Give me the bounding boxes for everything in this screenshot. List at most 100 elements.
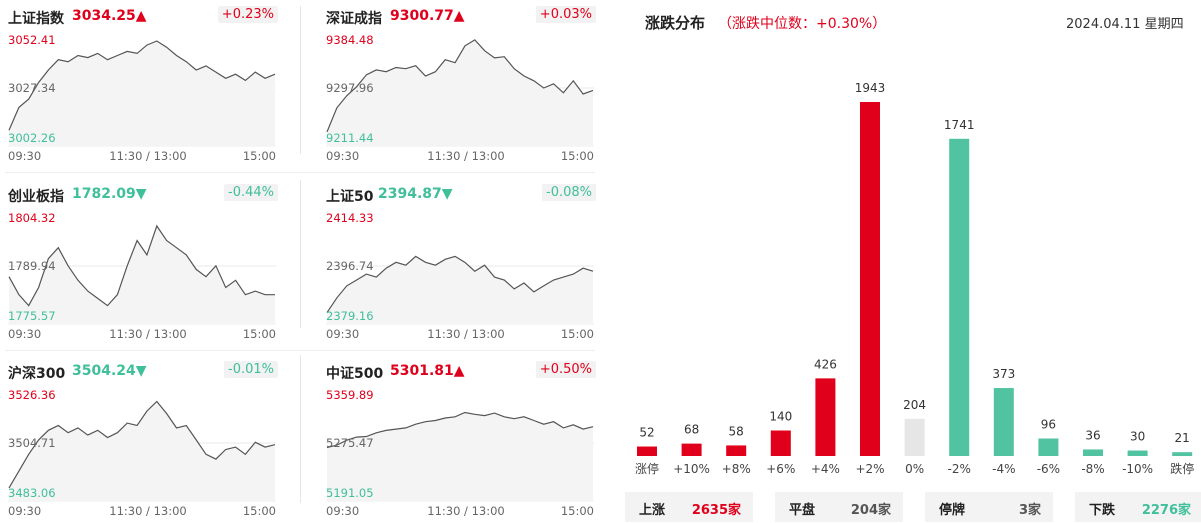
y-mid-label: 3504.71 [8,436,56,450]
y-mid-label: 3027.34 [8,81,56,95]
bar-value-label: 1943 [855,81,886,95]
index-change-badge: +0.23% [217,6,278,23]
distribution-bar [726,445,747,456]
time-label-close: 15:00 [243,504,276,517]
index-name: 沪深300 [8,366,66,382]
index-change-badge: -0.01% [224,361,278,378]
distribution-bar [815,378,836,456]
index-price: 3034.25▲ [72,8,147,24]
distribution-bar [1127,450,1148,456]
index-line-chart: 1804.32 1789.94 1775.57 09:30 11:30 / 13:00 1… [8,211,276,340]
y-low-label: 1775.57 [8,309,56,323]
summary-value: 2276家 [1141,503,1191,518]
index-line [8,40,276,131]
time-label-open: 09:30 [326,149,359,162]
summary-box: 下跌 2276家 [1075,492,1201,522]
index-change-badge: -0.44% [224,184,278,201]
time-label-close: 15:00 [243,327,276,340]
distribution-bar [637,446,657,456]
index-line-chart: 5359.89 5275.47 5191.05 09:30 11:30 / 13:00 1… [326,388,594,517]
bar-value-label: 426 [814,357,837,371]
distribution-bar-chart: 52 涨停 68 +10% 58 +8% 140 +6% 426 +4% 1943 +2% 204 0% 1… [635,81,1194,476]
y-high-label: 1804.32 [8,211,56,225]
bar-value-label: 21 [1175,431,1190,445]
distribution-median: （涨跌中位数：+0.30%） [718,16,887,32]
index-name: 中证500 [326,366,384,382]
time-label-midday: 11:30 / 13:00 [109,327,186,340]
summary-value: 204家 [850,503,891,518]
y-low-label: 2379.16 [326,309,374,323]
index-panel[interactable]: 上证指数 3034.25▲ +0.23% 3052.41 3027.34 3002.26 0… [8,6,278,166]
index-panel[interactable]: 中证500 5301.81▲ +0.50% 5359.89 5275.47 5191.05… [326,361,596,521]
index-line [326,39,594,133]
bar-category-label: -10% [1122,462,1153,476]
time-label-close: 15:00 [243,149,276,162]
time-label-midday: 11:30 / 13:00 [427,327,504,340]
time-label-midday: 11:30 / 13:00 [427,149,504,162]
index-price: 5301.81▲ [390,363,465,379]
time-label-midday: 11:30 / 13:00 [427,504,504,517]
panel-divider-1 [300,6,301,154]
index-line-chart: 3052.41 3027.34 3002.26 09:30 11:30 / 13:00 1… [8,33,276,162]
distribution-bar [1083,449,1103,456]
y-high-label: 5359.89 [326,388,374,402]
index-price: 1782.09▼ [72,186,147,202]
index-name: 上证指数 [8,11,64,27]
index-price: 9300.77▲ [390,8,465,24]
index-panel[interactable]: 创业板指 1782.09▼ -0.44% 1804.32 1789.94 1775.57 0… [8,184,278,344]
y-mid-label: 1789.94 [8,259,56,273]
bar-value-label: 36 [1085,428,1100,442]
bar-value-label: 58 [729,424,744,438]
index-area [9,41,275,146]
bar-value-label: 96 [1041,418,1056,432]
index-line [8,224,275,307]
index-line [8,400,276,489]
bar-category-label: +8% [722,462,751,476]
index-area [9,226,275,324]
y-mid-label: 9297.96 [326,81,374,95]
distribution-bar [1038,438,1059,456]
time-label-open: 09:30 [326,504,359,517]
time-label-close: 15:00 [561,504,594,517]
time-label-open: 09:30 [8,149,41,162]
index-line-chart: 9384.48 9297.96 9211.44 09:30 11:30 / 13:00 1… [326,33,594,162]
distribution-date: 2024.04.11 星期四 [1066,17,1184,32]
time-label-close: 15:00 [561,327,594,340]
distribution-bar [993,388,1014,456]
bar-value-label: 373 [992,367,1015,381]
bar-category-label: -6% [1037,462,1060,476]
row-divider-1 [5,172,595,173]
summary-label: 上涨 [639,503,666,518]
index-price: 2394.87▼ [378,186,453,202]
y-low-label: 5191.05 [326,486,374,500]
panel-divider-3 [300,355,301,503]
index-name: 深证成指 [326,11,382,27]
index-panel[interactable]: 上证50 2394.87▼ -0.08% 2414.33 2396.74 2379.16 0… [326,184,596,344]
y-high-label: 3052.41 [8,33,56,47]
index-change-badge: -0.08% [542,184,596,201]
time-label-open: 09:30 [8,504,41,517]
distribution-bar [904,418,925,456]
summary-value: 2635家 [691,503,741,518]
y-mid-label: 2396.74 [326,259,374,273]
index-line [326,411,594,449]
index-area [327,39,593,146]
time-label-close: 15:00 [561,149,594,162]
summary-box: 平盘 204家 [775,492,903,522]
summary-value: 3家 [1018,503,1041,518]
distribution-bar [1172,452,1193,456]
bar-value-label: 140 [769,409,792,423]
index-panel[interactable]: 沪深300 3504.24▼ -0.01% 3526.36 3504.71 3483.06… [8,361,278,521]
y-high-label: 2414.33 [326,211,374,225]
bar-category-label: +10% [673,462,710,476]
index-panel[interactable]: 深证成指 9300.77▲ +0.03% 9384.48 9297.96 9211.44 0… [326,6,596,166]
bar-value-label: 1741 [944,118,975,132]
distribution-bar [770,430,791,456]
row-divider-2 [5,350,595,351]
bar-category-label: 0% [905,462,924,476]
summary-label: 下跌 [1089,503,1116,518]
summary-label: 停牌 [939,503,966,518]
distribution-bar [681,443,702,456]
bar-category-label: -8% [1081,462,1104,476]
index-name: 上证50 [326,189,374,205]
